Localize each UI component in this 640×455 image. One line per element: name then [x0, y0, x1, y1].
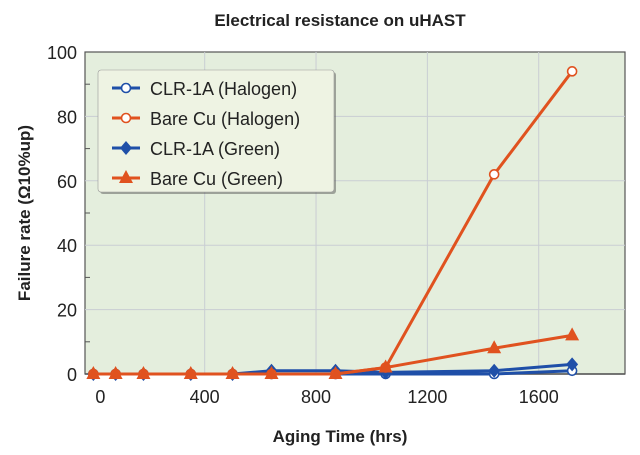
legend-item: CLR-1A (Halogen) [112, 79, 297, 99]
legend-label: CLR-1A (Halogen) [150, 79, 297, 99]
triangle-marker [86, 366, 101, 379]
legend-item: Bare Cu (Green) [112, 169, 283, 189]
diamond-marker [120, 141, 132, 155]
triangle-marker [136, 366, 151, 379]
triangle-marker [119, 170, 133, 183]
x-axis-label: Aging Time (hrs) [273, 427, 408, 446]
open-circle-marker [488, 169, 500, 180]
legend-label: Bare Cu (Halogen) [150, 109, 300, 129]
legend-label: Bare Cu (Green) [150, 169, 283, 189]
diamond-marker [488, 363, 501, 378]
series-bare-cu-green- [86, 327, 580, 379]
x-tick-label: 1600 [519, 387, 559, 407]
triangle-marker [225, 366, 240, 379]
series-group [86, 66, 580, 381]
x-tick-label: 1200 [407, 387, 447, 407]
y-tick-label: 80 [57, 107, 77, 127]
triangle-marker [264, 366, 279, 379]
legend-label: CLR-1A (Green) [150, 139, 280, 159]
triangle-marker [183, 366, 198, 379]
open-circle-marker [566, 66, 578, 77]
y-tick-label: 20 [57, 301, 77, 321]
triangle-marker [378, 359, 393, 373]
open-circle-marker [120, 82, 132, 94]
x-tick-label: 800 [301, 387, 331, 407]
x-tick-label: 400 [190, 387, 220, 407]
x-tick-label: 0 [95, 387, 105, 407]
legend-box [97, 69, 335, 193]
chart-title: Electrical resistance on uHAST [214, 11, 466, 30]
triangle-marker [487, 340, 502, 354]
y-tick-label: 40 [57, 236, 77, 256]
triangle-marker [565, 327, 580, 341]
legend: CLR-1A (Halogen) Bare Cu (Halogen) CLR-1A … [97, 69, 336, 194]
y-axis-label: Failure rate (Ω10%up) [15, 125, 34, 301]
y-tick-label: 100 [47, 43, 77, 63]
legend-item: Bare Cu (Halogen) [112, 109, 300, 129]
y-tick-label: 0 [67, 365, 77, 385]
legend-item: CLR-1A (Green) [112, 139, 280, 159]
y-tick-label: 60 [57, 172, 77, 192]
triangle-marker [328, 366, 343, 379]
triangle-marker [108, 366, 123, 379]
open-circle-marker [120, 112, 132, 124]
diamond-marker [566, 357, 579, 372]
series-line [93, 333, 573, 376]
